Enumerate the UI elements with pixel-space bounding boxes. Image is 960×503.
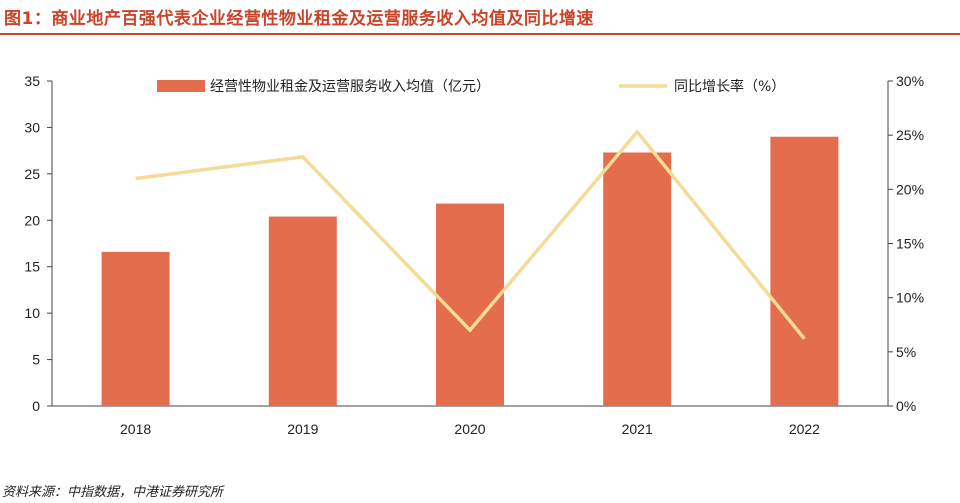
left-tick-label: 0 bbox=[32, 398, 40, 414]
left-tick-label: 10 bbox=[24, 305, 40, 321]
line-series bbox=[135, 129, 806, 340]
bar bbox=[268, 216, 337, 406]
right-tick-label: 10% bbox=[896, 290, 924, 306]
bar bbox=[770, 136, 839, 406]
x-tick-label: 2019 bbox=[287, 421, 318, 437]
x-tick-label: 2021 bbox=[622, 421, 653, 437]
legend-bar-swatch bbox=[157, 80, 205, 92]
x-tick-label: 2020 bbox=[454, 421, 485, 437]
figure-title: 图1：商业地产百强代表企业经营性物业租金及运营服务收入均值及同比增速 bbox=[4, 9, 594, 29]
x-tick-label: 2018 bbox=[120, 421, 151, 437]
right-tick-label: 0% bbox=[896, 398, 916, 414]
left-tick-label: 15 bbox=[24, 259, 40, 275]
left-tick-label: 30 bbox=[24, 119, 40, 135]
right-tick-label: 15% bbox=[896, 236, 924, 252]
left-tick-label: 25 bbox=[24, 166, 40, 182]
title-rule bbox=[0, 33, 960, 35]
right-tick-label: 5% bbox=[896, 344, 916, 360]
legend-bar-label: 经营性物业租金及运营服务收入均值（亿元） bbox=[210, 79, 490, 95]
left-tick-label: 35 bbox=[24, 73, 40, 89]
right-tick-label: 20% bbox=[896, 181, 924, 197]
right-tick-label: 30% bbox=[896, 73, 924, 89]
legend-line-label: 同比增长率（%） bbox=[674, 78, 785, 95]
left-tick-label: 5 bbox=[32, 352, 40, 368]
bar-series bbox=[101, 136, 839, 406]
legend: 经营性物业租金及运营服务收入均值（亿元） 同比增长率（%） bbox=[157, 78, 785, 95]
x-tick-label: 2022 bbox=[789, 421, 820, 437]
right-tick-label: 25% bbox=[896, 127, 924, 143]
bar bbox=[603, 152, 672, 406]
source-note: 资料来源：中指数据，中港证券研究所 bbox=[2, 485, 224, 500]
bar bbox=[101, 251, 170, 406]
left-tick-label: 20 bbox=[24, 212, 40, 228]
